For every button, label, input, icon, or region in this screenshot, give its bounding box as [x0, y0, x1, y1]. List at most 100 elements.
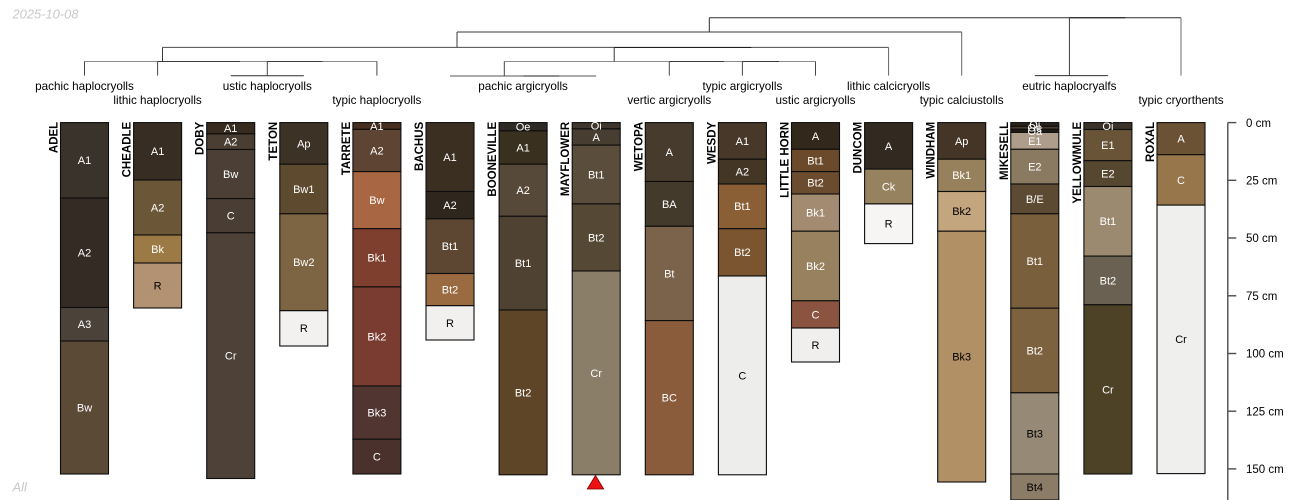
svg-text:R: R	[300, 323, 308, 335]
svg-text:Bt1: Bt1	[807, 155, 824, 167]
svg-text:Cr: Cr	[225, 351, 237, 363]
svg-text:typic calciustolls: typic calciustolls	[920, 94, 1004, 107]
svg-text:YELLOWMULE: YELLOWMULE	[1072, 121, 1084, 203]
svg-text:100 cm: 100 cm	[1246, 349, 1284, 361]
svg-text:A3: A3	[78, 319, 91, 331]
svg-text:A2: A2	[370, 145, 383, 157]
svg-text:A2: A2	[151, 202, 164, 214]
svg-text:C: C	[373, 452, 381, 464]
svg-text:A2: A2	[516, 185, 529, 197]
svg-text:MAYFLOWER: MAYFLOWER	[560, 121, 572, 196]
svg-text:TARRETE: TARRETE	[341, 121, 353, 175]
svg-text:pachic haplocryolls: pachic haplocryolls	[35, 80, 134, 93]
svg-text:A2: A2	[443, 200, 456, 212]
svg-text:C: C	[812, 309, 820, 321]
svg-text:A1: A1	[516, 143, 529, 155]
svg-text:A1: A1	[736, 136, 749, 148]
svg-text:B/E: B/E	[1026, 194, 1044, 206]
svg-text:Bt2: Bt2	[807, 178, 824, 190]
svg-text:A1: A1	[78, 155, 91, 167]
svg-text:Oi: Oi	[591, 121, 602, 133]
svg-text:E2: E2	[1101, 169, 1114, 181]
svg-text:Oi: Oi	[1102, 121, 1113, 133]
svg-text:A: A	[593, 132, 601, 144]
svg-text:Ap: Ap	[297, 138, 310, 150]
svg-text:ustic argicryolls: ustic argicryolls	[776, 94, 856, 107]
svg-text:Ap: Ap	[955, 136, 968, 148]
svg-text:A2: A2	[224, 137, 237, 149]
svg-text:CHEADLE: CHEADLE	[122, 121, 134, 177]
svg-text:Bk1: Bk1	[952, 170, 971, 182]
svg-text:lithic calcicryolls: lithic calcicryolls	[847, 80, 930, 93]
svg-text:ROXAL: ROXAL	[1145, 122, 1157, 162]
svg-text:C: C	[227, 211, 235, 223]
svg-text:A: A	[885, 141, 893, 153]
svg-text:Bt2: Bt2	[442, 285, 459, 297]
svg-text:Bt1: Bt1	[1027, 256, 1044, 268]
svg-text:Bt2: Bt2	[1100, 275, 1117, 287]
svg-text:Bw2: Bw2	[293, 257, 314, 269]
svg-text:25 cm: 25 cm	[1246, 176, 1277, 188]
svg-text:Bt1: Bt1	[515, 258, 532, 270]
svg-text:A1: A1	[370, 121, 383, 133]
svg-text:Bt1: Bt1	[588, 169, 605, 181]
svg-text:Oe: Oe	[516, 122, 531, 134]
svg-text:Bk: Bk	[151, 244, 164, 256]
svg-text:Bk2: Bk2	[952, 206, 971, 218]
svg-text:E2: E2	[1028, 162, 1041, 174]
svg-text:Bt2: Bt2	[1027, 345, 1044, 357]
svg-text:ADEL: ADEL	[49, 122, 61, 153]
svg-text:Bw: Bw	[223, 169, 238, 181]
svg-text:Bt1: Bt1	[442, 241, 459, 253]
svg-text:DUNCOM: DUNCOM	[853, 122, 865, 174]
svg-text:typic argicryolls: typic argicryolls	[702, 80, 782, 93]
svg-text:C: C	[1177, 175, 1185, 187]
svg-text:Bk2: Bk2	[806, 261, 825, 273]
svg-text:Bt1: Bt1	[734, 201, 751, 213]
svg-text:WETOPA: WETOPA	[633, 122, 645, 171]
svg-text:typic haplocryolls: typic haplocryolls	[332, 94, 421, 107]
svg-text:A1: A1	[224, 123, 237, 135]
svg-text:BA: BA	[662, 199, 677, 211]
svg-text:Bt2: Bt2	[734, 247, 751, 259]
svg-text:R: R	[446, 318, 454, 330]
svg-text:All: All	[12, 480, 28, 495]
svg-text:MIKESELL: MIKESELL	[999, 122, 1011, 180]
svg-text:BACHUS: BACHUS	[414, 121, 426, 171]
svg-text:Oi: Oi	[1029, 119, 1040, 131]
svg-text:A2: A2	[78, 248, 91, 260]
svg-text:Ck: Ck	[882, 181, 896, 193]
svg-text:Oa: Oa	[1027, 126, 1043, 138]
svg-text:Bt4: Bt4	[1027, 482, 1044, 494]
svg-text:Cr: Cr	[1175, 334, 1187, 346]
svg-text:150 cm: 150 cm	[1246, 464, 1284, 476]
svg-text:Bk1: Bk1	[367, 253, 386, 265]
svg-text:WESDY: WESDY	[706, 121, 718, 164]
svg-text:Bk3: Bk3	[367, 408, 386, 420]
svg-text:Bk1: Bk1	[806, 208, 825, 220]
svg-text:BOONEVILLE: BOONEVILLE	[487, 121, 499, 196]
svg-text:0 cm: 0 cm	[1246, 118, 1271, 130]
svg-text:eutric haplocryalfs: eutric haplocryalfs	[1022, 80, 1116, 93]
svg-text:50 cm: 50 cm	[1246, 233, 1277, 245]
svg-text:Bk2: Bk2	[367, 331, 386, 343]
svg-text:E1: E1	[1101, 140, 1114, 152]
svg-text:LITTLE HORN: LITTLE HORN	[780, 122, 792, 198]
svg-text:2025-10-08: 2025-10-08	[12, 7, 80, 22]
svg-text:A1: A1	[443, 152, 456, 164]
svg-text:Bt2: Bt2	[588, 232, 605, 244]
svg-text:ustic haplocryolls: ustic haplocryolls	[223, 80, 312, 93]
svg-text:typic cryorthents: typic cryorthents	[1138, 94, 1223, 107]
svg-text:TETON: TETON	[268, 122, 280, 161]
svg-text:Bw1: Bw1	[293, 184, 314, 196]
svg-text:vertic argicryolls: vertic argicryolls	[627, 94, 711, 107]
svg-text:A: A	[812, 131, 820, 143]
svg-text:Bt1: Bt1	[1100, 216, 1117, 228]
svg-text:125 cm: 125 cm	[1246, 406, 1284, 418]
svg-text:A2: A2	[736, 167, 749, 179]
svg-text:A: A	[666, 147, 674, 159]
svg-text:A: A	[1177, 134, 1185, 146]
svg-text:R: R	[812, 340, 820, 352]
svg-text:Bt: Bt	[664, 268, 674, 280]
svg-text:R: R	[154, 280, 162, 292]
